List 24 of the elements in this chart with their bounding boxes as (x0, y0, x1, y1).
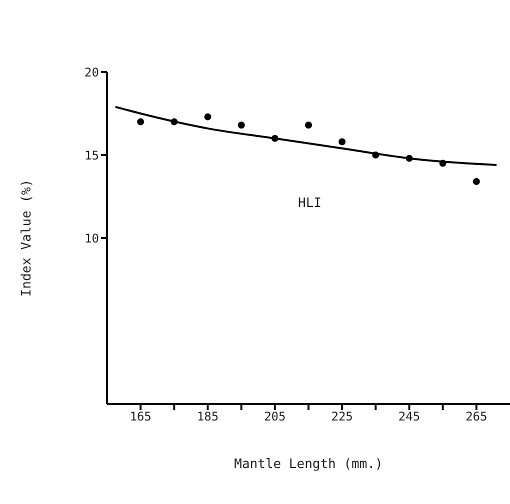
point (439, 160, 446, 167)
x-tick-label: 205 (264, 410, 286, 424)
y-tick-label: 15 (84, 148, 99, 162)
y-tick-label: 10 (84, 231, 99, 246)
x-tick-label: 225 (331, 410, 353, 424)
point (472, 178, 480, 186)
x-axis-title: Mantle Length (mm.) (234, 457, 383, 472)
line-series (114, 106, 498, 166)
x-tick-label: 265 (466, 410, 488, 424)
y-tick-label: 20 (84, 65, 99, 80)
point (238, 122, 245, 129)
x-tick-label: 245 (398, 410, 420, 424)
point (406, 154, 413, 162)
point (137, 118, 144, 126)
point (338, 138, 346, 146)
x-tick-label: 165 (130, 410, 152, 424)
annotation: HLI (298, 196, 322, 211)
x-tick-label: 185 (196, 410, 219, 424)
point (204, 113, 212, 120)
point (305, 122, 312, 129)
point (170, 118, 178, 126)
point (372, 152, 380, 158)
point (271, 134, 278, 142)
y-axis-title: Index Value (%) (20, 179, 35, 297)
